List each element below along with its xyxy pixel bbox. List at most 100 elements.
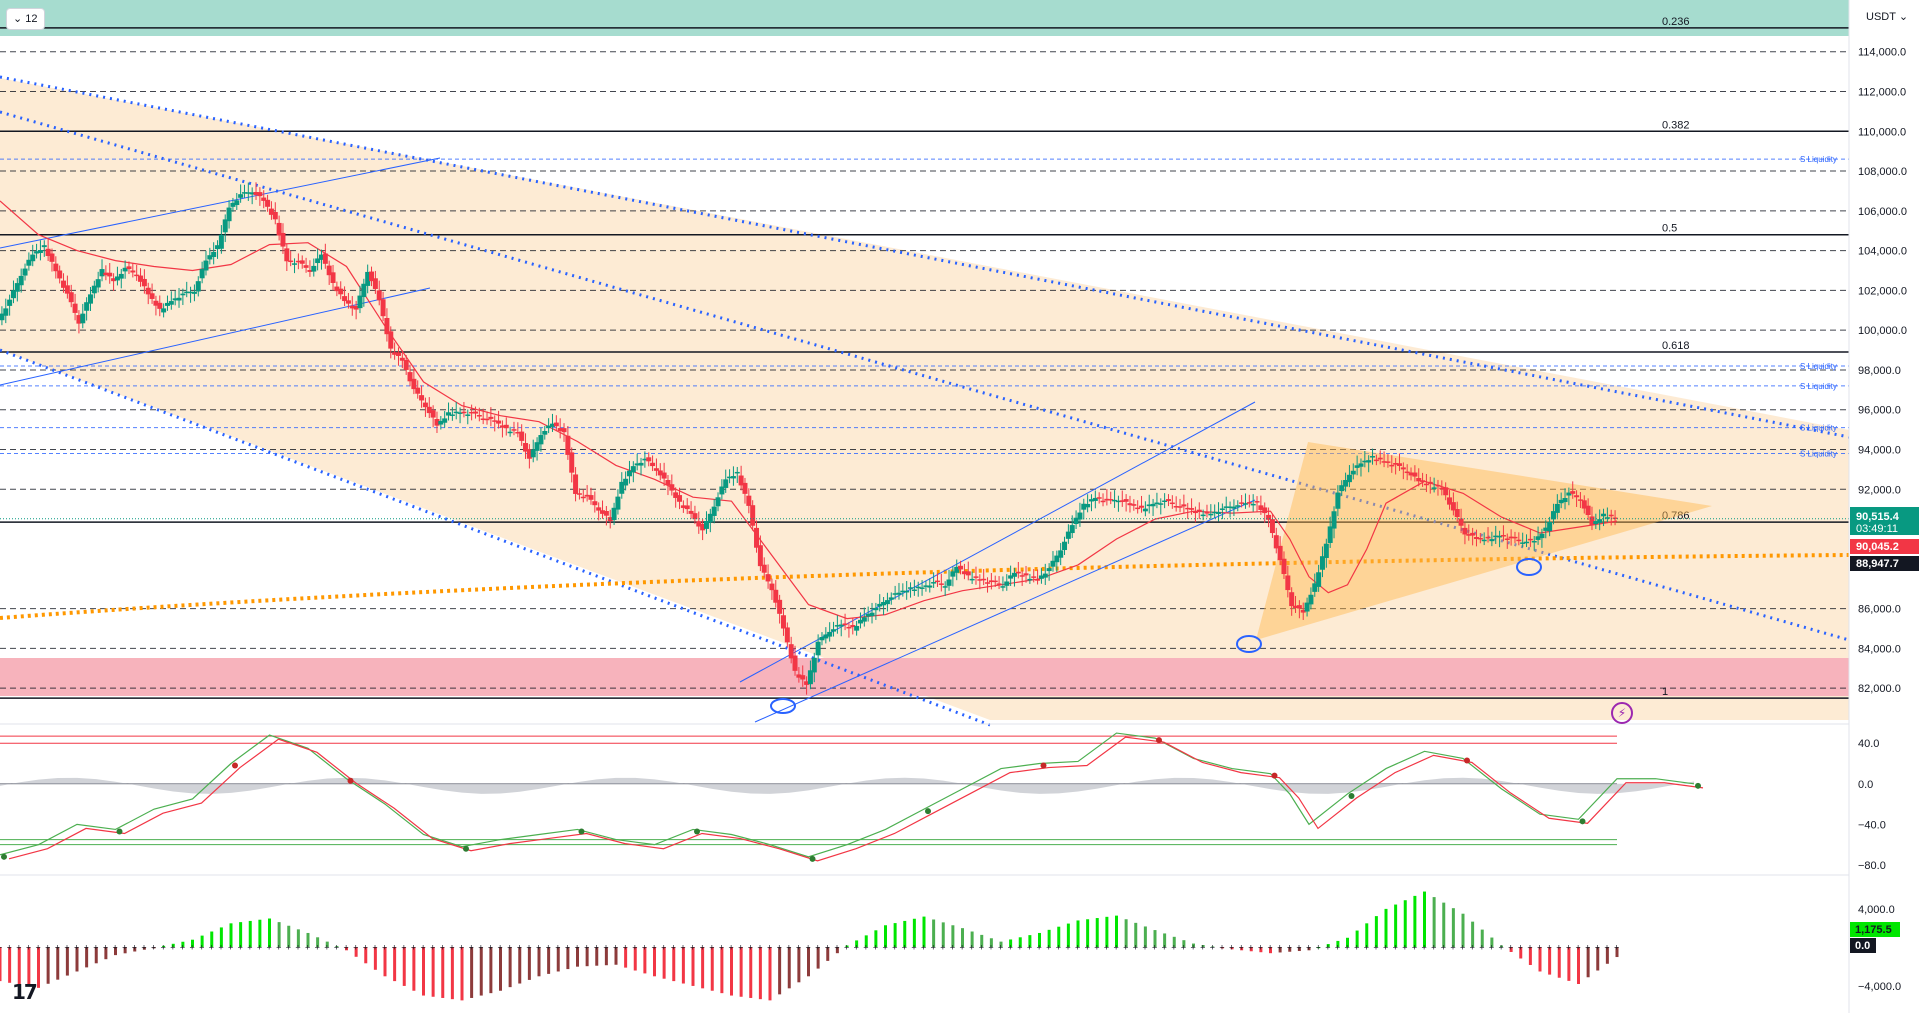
candle-body <box>95 279 101 288</box>
macd-cross: + <box>834 942 839 952</box>
macd-bar <box>345 947 348 951</box>
candle-body <box>218 234 224 249</box>
candle-body <box>761 564 767 573</box>
macd-bar <box>104 947 108 960</box>
macd-bar <box>662 947 666 979</box>
candle-body <box>1612 517 1618 520</box>
candle-body <box>1500 535 1506 537</box>
macd-cross: + <box>1200 942 1205 952</box>
candle-body <box>7 299 13 306</box>
macd-bar <box>133 947 137 952</box>
candle-body <box>1096 497 1102 499</box>
candle-body <box>738 475 744 486</box>
macd-bar <box>46 947 50 984</box>
candle-body <box>1454 509 1460 518</box>
candle-body <box>14 283 20 292</box>
macd-bar <box>585 947 589 967</box>
fib-label-3: 0.618 <box>1662 340 1690 352</box>
currency-selector[interactable]: USDT ⌄ <box>1860 6 1914 28</box>
macd-cross: + <box>1585 942 1590 952</box>
candle-body <box>1585 505 1591 516</box>
macd-bar <box>1028 935 1032 948</box>
macd-bar <box>1394 904 1398 948</box>
candle-body <box>284 248 290 262</box>
tradingview-logo[interactable]: 17 <box>12 980 38 1004</box>
candle-body <box>3 308 9 316</box>
candle-body <box>1400 467 1406 470</box>
candle-body <box>1535 536 1541 540</box>
macd-cross: + <box>411 942 416 952</box>
candle-body <box>692 513 698 520</box>
candle-body <box>1165 499 1171 502</box>
macd-bar <box>296 929 300 948</box>
macd-bar <box>1461 913 1465 948</box>
candle-body <box>1470 532 1476 536</box>
macd-cross: + <box>45 942 50 952</box>
price-axis-bg[interactable] <box>1849 0 1919 1013</box>
candle-body <box>303 265 309 268</box>
candle-body <box>1085 503 1091 508</box>
macd-cross: + <box>613 942 618 952</box>
candle-body <box>257 192 263 197</box>
macd-cross: + <box>430 942 435 952</box>
macd-cross: + <box>238 942 243 952</box>
candle-body <box>480 418 486 421</box>
candle-body <box>673 492 679 498</box>
interval-selector[interactable]: ⌄ 12 <box>6 8 45 30</box>
macd-bar <box>1528 947 1532 965</box>
price-tick-8: 98,000.0 <box>1858 365 1901 377</box>
macd-bar <box>556 947 560 972</box>
macd-bar <box>383 947 387 977</box>
candle-body <box>1304 602 1310 612</box>
candle-body <box>792 655 798 671</box>
candle-body <box>892 593 898 595</box>
macd-cross: + <box>1171 942 1176 952</box>
candle-body <box>253 192 259 195</box>
candle-body <box>122 267 128 272</box>
macd-cross: + <box>1162 942 1167 952</box>
macd-bar <box>200 935 204 948</box>
candle-body <box>1185 507 1191 510</box>
macd-cross: + <box>1450 942 1455 952</box>
macd-bar <box>316 937 320 948</box>
macd-bar <box>797 947 801 983</box>
macd-cross: + <box>498 942 503 952</box>
macd-cross: + <box>1258 942 1263 952</box>
candle-body <box>931 582 937 584</box>
channel-1-top <box>0 157 441 249</box>
macd-cross: + <box>93 942 98 952</box>
cross-dot <box>1156 737 1162 744</box>
candle-body <box>1273 535 1279 549</box>
liquidity-labels: S Liquidity S Liquidity S Liquidity S Liqui… <box>0 155 1849 458</box>
macd-bar <box>826 947 830 961</box>
macd-cross: + <box>247 942 252 952</box>
candle-body <box>557 428 563 431</box>
price-grid <box>0 51 1849 689</box>
price-tick-7: 100,000.0 <box>1858 325 1907 337</box>
macd-bar <box>27 947 31 987</box>
macd-bar <box>778 947 782 995</box>
candle-body <box>992 580 998 583</box>
macd-bar <box>1519 947 1523 959</box>
candle-body <box>1420 480 1426 482</box>
candle-body <box>1435 484 1441 487</box>
candles <box>0 182 1849 695</box>
oscillator-pane <box>0 732 1704 862</box>
ma-line-path <box>0 200 1618 620</box>
price-tick-12: 86,000.0 <box>1858 604 1901 616</box>
macd-bar <box>1355 930 1359 948</box>
candle-body <box>1065 531 1071 539</box>
macd-cross: + <box>190 942 195 952</box>
candle-body <box>318 254 324 260</box>
candle-body <box>619 481 625 494</box>
price-tick-4: 106,000.0 <box>1858 206 1907 218</box>
candle-body <box>1200 514 1206 517</box>
macd-bar <box>730 947 733 996</box>
pivot-circles <box>770 558 1542 714</box>
flash-icon[interactable]: ⚡ <box>1611 702 1633 724</box>
candle-body <box>268 208 274 215</box>
osc-signal-red <box>8 736 1704 862</box>
candle-body <box>230 202 236 207</box>
candle-body <box>576 493 582 495</box>
